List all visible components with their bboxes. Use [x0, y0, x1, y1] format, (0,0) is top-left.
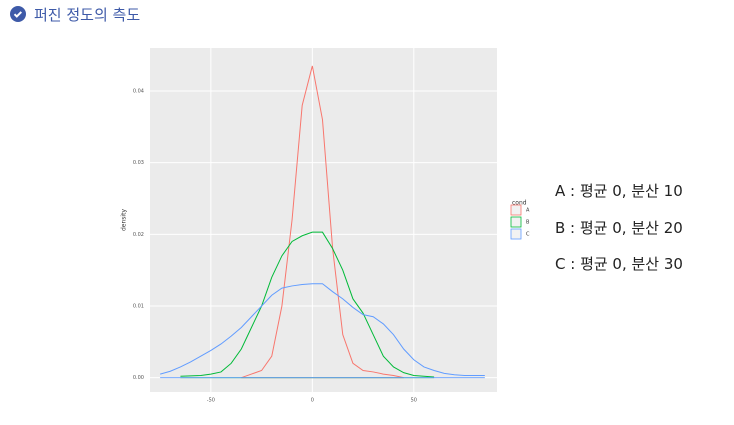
y-axis-label: density: [121, 209, 128, 231]
density-line: [160, 283, 485, 377]
x-tick-label: 0: [311, 398, 314, 404]
chart: density cond 0.00 0.01 0.02 0.03 0.04 -50 0 50 A…: [121, 48, 530, 404]
legend-label: C: [526, 232, 530, 238]
legend-label: A: [526, 208, 530, 214]
heading: 퍼진 정도의 측도: [10, 3, 140, 25]
x-tick-label: -50: [207, 398, 215, 404]
y-tick-label: 0.01: [133, 304, 144, 310]
note: A : 평균 0, 분산 10: [555, 182, 683, 200]
note: B : 평균 0, 분산 20: [555, 219, 683, 237]
legend-key: [510, 216, 522, 228]
legend-label: B: [526, 220, 530, 226]
heading-text: 퍼진 정도의 측도: [34, 5, 141, 24]
density-line: [241, 65, 404, 379]
x-tick-label: 50: [411, 398, 417, 404]
legend-title: cond: [512, 200, 527, 207]
density-line: [180, 231, 435, 378]
y-tick-label: 0.00: [133, 375, 144, 381]
check-icon: [10, 6, 26, 22]
y-tick-label: 0.02: [133, 232, 144, 238]
legend-key: [510, 228, 522, 240]
note: C : 평균 0, 분산 30: [555, 255, 683, 273]
y-tick-label: 0.03: [133, 160, 144, 166]
legend-key: [510, 204, 522, 216]
panel: [150, 48, 497, 392]
y-tick-label: 0.04: [133, 89, 144, 95]
